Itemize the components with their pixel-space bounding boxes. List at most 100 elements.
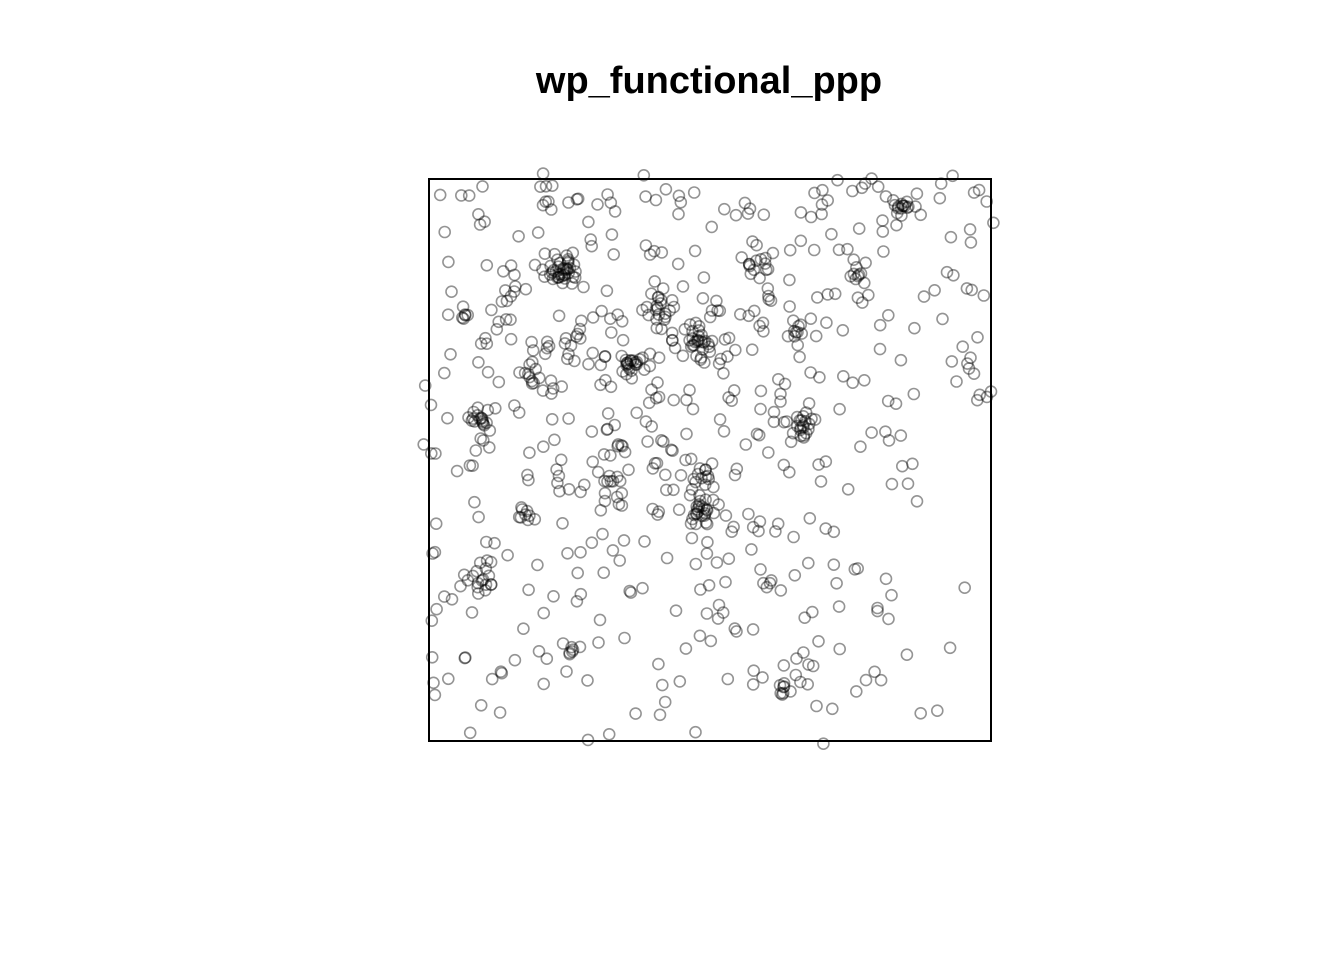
data-point xyxy=(441,672,455,686)
data-point xyxy=(790,419,804,433)
data-point xyxy=(686,332,700,345)
data-point xyxy=(851,269,865,283)
data-point xyxy=(686,324,699,338)
data-point xyxy=(847,253,861,267)
data-point xyxy=(622,463,635,477)
data-point xyxy=(665,334,679,347)
data-point xyxy=(433,188,447,202)
data-point xyxy=(700,503,713,516)
data-point xyxy=(879,425,892,439)
data-point xyxy=(428,545,442,559)
data-point xyxy=(667,300,681,314)
data-point xyxy=(895,197,908,211)
data-point xyxy=(728,622,742,635)
data-point xyxy=(458,308,472,321)
data-point xyxy=(695,328,708,342)
data-point xyxy=(714,352,728,366)
data-point xyxy=(426,547,439,560)
data-point xyxy=(791,325,804,339)
data-point xyxy=(971,330,984,344)
data-point xyxy=(832,243,846,257)
data-point xyxy=(532,371,546,385)
data-point xyxy=(796,419,810,432)
data-point xyxy=(730,462,744,476)
data-point xyxy=(793,350,806,364)
data-point xyxy=(585,536,599,550)
data-point xyxy=(858,177,872,190)
data-point xyxy=(707,506,721,520)
data-point xyxy=(769,525,782,538)
data-point xyxy=(527,376,541,390)
data-point xyxy=(512,510,526,524)
data-point xyxy=(692,500,706,514)
data-point xyxy=(562,347,575,361)
data-point xyxy=(680,393,693,407)
data-point xyxy=(501,548,514,562)
data-point xyxy=(746,520,760,534)
data-point xyxy=(712,498,725,511)
data-point xyxy=(684,340,698,353)
data-point xyxy=(689,725,702,739)
data-point xyxy=(686,402,700,416)
data-point xyxy=(513,366,526,379)
data-point xyxy=(970,393,984,407)
data-point xyxy=(774,686,788,700)
data-point xyxy=(504,259,518,272)
data-point xyxy=(759,263,773,277)
data-point xyxy=(699,463,712,477)
data-point xyxy=(479,578,493,592)
data-point xyxy=(537,677,551,691)
data-point xyxy=(560,665,573,678)
data-point xyxy=(960,282,974,295)
data-point xyxy=(536,198,550,212)
data-point xyxy=(606,474,620,488)
data-point xyxy=(812,634,825,648)
data-point xyxy=(618,445,632,459)
data-point xyxy=(797,420,810,434)
data-point xyxy=(987,216,1000,230)
data-point xyxy=(892,200,905,213)
data-point xyxy=(565,277,579,290)
data-point xyxy=(882,612,895,626)
data-point xyxy=(758,257,772,270)
data-point xyxy=(586,311,600,324)
data-point xyxy=(504,332,518,346)
data-point xyxy=(456,300,470,314)
data-point xyxy=(561,262,574,276)
data-point xyxy=(557,263,570,277)
data-point xyxy=(508,280,522,293)
data-point xyxy=(741,207,755,220)
data-point xyxy=(479,562,493,575)
data-point xyxy=(900,648,914,662)
data-point xyxy=(802,417,816,431)
data-point xyxy=(611,308,625,322)
data-point xyxy=(901,477,915,491)
data-point xyxy=(457,568,471,582)
data-point xyxy=(444,347,457,361)
data-point xyxy=(566,246,580,260)
data-point xyxy=(787,530,800,544)
data-point xyxy=(475,574,489,588)
data-point xyxy=(944,230,958,244)
data-point xyxy=(651,301,665,315)
data-point xyxy=(429,517,443,531)
data-point xyxy=(753,515,767,528)
points-layer xyxy=(417,167,1000,751)
data-point xyxy=(531,226,545,239)
data-point xyxy=(472,208,485,221)
data-point xyxy=(774,387,787,401)
data-point xyxy=(601,422,614,436)
data-point xyxy=(688,335,702,349)
data-point xyxy=(467,405,480,419)
data-point xyxy=(628,356,642,370)
data-point xyxy=(650,321,664,335)
data-point xyxy=(777,659,791,672)
data-point xyxy=(716,606,730,619)
data-point xyxy=(967,367,981,381)
data-point xyxy=(802,658,815,671)
data-point xyxy=(573,332,587,345)
data-point xyxy=(600,284,614,298)
data-point xyxy=(648,275,662,288)
data-point xyxy=(962,362,976,375)
data-point xyxy=(562,196,575,209)
